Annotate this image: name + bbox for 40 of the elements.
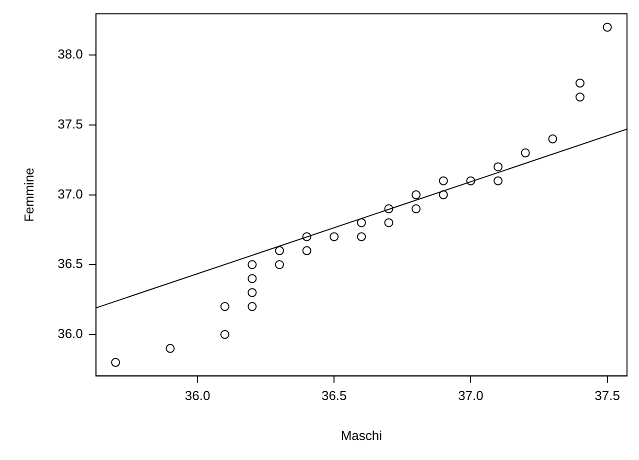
point — [548, 134, 558, 144]
y-tick-label: 36.0 — [58, 326, 83, 342]
point — [494, 176, 503, 186]
point — [356, 232, 366, 242]
point — [274, 260, 284, 270]
point — [438, 176, 448, 186]
point — [330, 232, 339, 242]
point — [302, 232, 312, 242]
point — [412, 190, 421, 200]
y-tick-label: 37.0 — [58, 186, 83, 202]
point — [248, 302, 257, 312]
y-axis-title: Femmine — [21, 168, 36, 222]
point — [274, 246, 284, 256]
point — [302, 246, 312, 256]
x-tick-label: 37.0 — [458, 388, 484, 404]
point — [111, 358, 120, 367]
x-tick-label: 37.5 — [594, 388, 620, 404]
y-tick-label: 37.5 — [58, 116, 83, 132]
x-axis-title: Maschi — [340, 428, 382, 443]
point — [576, 92, 585, 102]
point — [412, 204, 421, 214]
point — [384, 204, 394, 214]
y-tick-label: 38.0 — [58, 46, 83, 62]
point — [220, 302, 230, 312]
point — [220, 330, 230, 339]
point — [384, 218, 394, 228]
point — [438, 190, 448, 200]
point — [466, 176, 476, 186]
x-tick-label: 36.5 — [321, 388, 347, 404]
point — [356, 218, 366, 228]
point — [248, 274, 257, 284]
point — [576, 78, 585, 88]
x-tick-label: 36.0 — [184, 388, 210, 404]
point — [602, 22, 612, 32]
point — [166, 344, 175, 353]
point — [520, 148, 530, 158]
point — [494, 162, 503, 172]
point — [248, 260, 257, 270]
point — [248, 288, 257, 298]
y-tick-label: 36.5 — [58, 256, 83, 272]
